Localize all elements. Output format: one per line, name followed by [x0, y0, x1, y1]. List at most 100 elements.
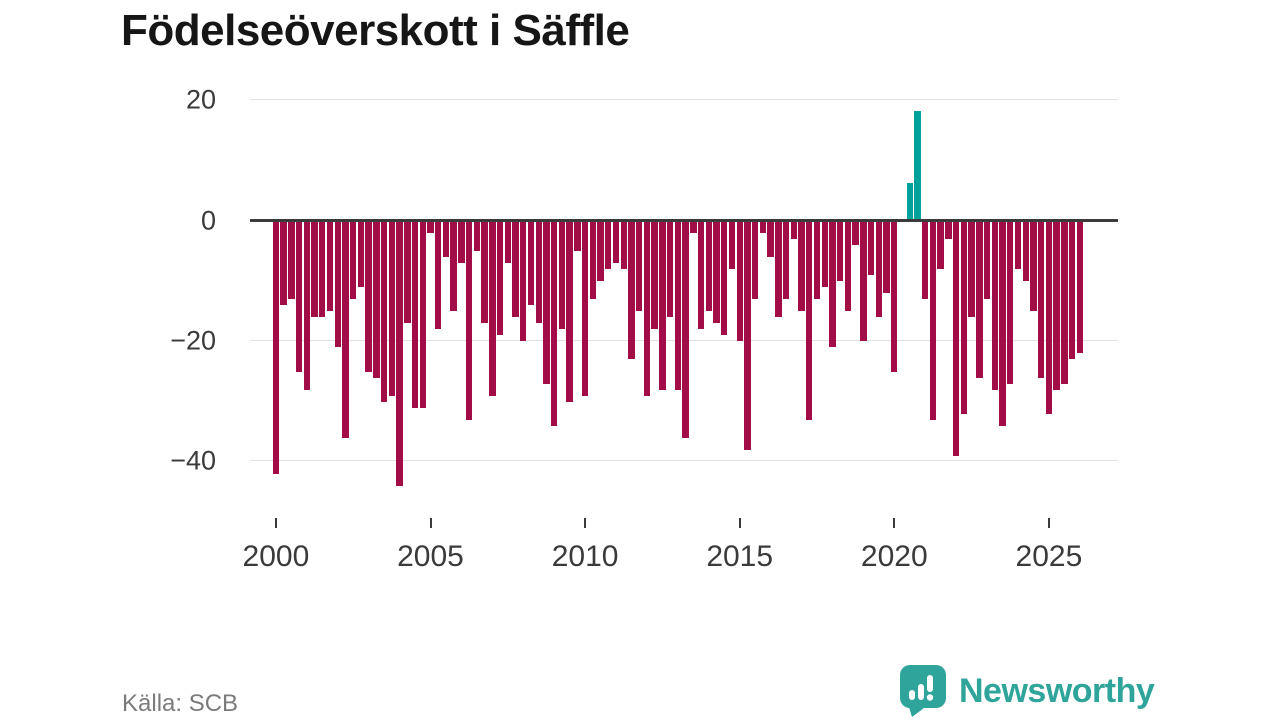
zero-baseline [250, 218, 1118, 222]
bar [906, 183, 913, 220]
bar [1045, 221, 1053, 414]
bar [690, 221, 697, 234]
bar [612, 221, 620, 264]
gridline [250, 99, 1118, 101]
bar [697, 221, 705, 330]
x-tick-label: 2015 [706, 540, 774, 573]
bar [380, 221, 388, 402]
bar [782, 221, 790, 300]
bar [790, 221, 797, 240]
bar [643, 221, 651, 396]
bar [373, 221, 380, 378]
bar [319, 221, 326, 318]
x-tick-mark [738, 518, 741, 528]
bar [334, 221, 341, 348]
bar [705, 221, 712, 312]
bar [450, 221, 457, 312]
bar [798, 221, 805, 312]
bar [991, 221, 998, 390]
bar [419, 221, 426, 408]
bar [357, 221, 365, 288]
bar [496, 221, 504, 336]
bar [535, 221, 542, 324]
bar [427, 221, 434, 234]
bar [836, 221, 844, 282]
bar [1037, 221, 1045, 378]
bar [481, 221, 488, 324]
bar [550, 221, 558, 426]
bar [999, 221, 1006, 426]
bar [543, 221, 550, 384]
bar [628, 221, 635, 360]
bar [404, 221, 411, 324]
bar [295, 221, 303, 372]
bar [527, 221, 535, 306]
bar [983, 221, 991, 300]
bar [473, 221, 481, 252]
y-tick-label: −40 [170, 445, 216, 476]
bar [875, 221, 883, 318]
y-tick-label: −20 [170, 325, 216, 356]
bar [1022, 221, 1029, 282]
bar [666, 221, 674, 318]
bar [636, 221, 643, 312]
bar [929, 221, 937, 420]
bar [713, 221, 720, 324]
bar [1061, 221, 1068, 384]
bar [465, 221, 473, 420]
y-tick-label: 20 [185, 84, 216, 115]
bar [821, 221, 828, 288]
bar [736, 221, 743, 342]
bar [922, 221, 929, 300]
bar [280, 221, 287, 306]
bar [860, 221, 867, 342]
bar [489, 221, 496, 396]
x-tick-mark [1047, 518, 1050, 528]
bar [759, 221, 767, 234]
bar [1014, 221, 1022, 270]
bar [504, 221, 511, 264]
bar [682, 221, 689, 438]
bar-chart-speech-bubble-icon [899, 664, 947, 718]
x-tick-mark [584, 518, 587, 528]
bar [512, 221, 519, 318]
bar [674, 221, 682, 390]
bar [458, 221, 465, 264]
bar [365, 221, 372, 372]
bar [728, 221, 736, 270]
bar [597, 221, 604, 282]
bar [520, 221, 527, 342]
bar [806, 221, 813, 420]
bar [581, 221, 589, 396]
bar [605, 221, 612, 270]
bar [867, 221, 875, 276]
bar [326, 221, 334, 312]
x-tick-label: 2025 [1015, 540, 1083, 573]
bar [388, 221, 396, 396]
bar [883, 221, 890, 294]
bar [1030, 221, 1037, 312]
bar [574, 221, 581, 252]
y-tick-label: 0 [200, 205, 216, 235]
plot-area [250, 90, 1118, 490]
bar [721, 221, 728, 336]
x-tick-mark [274, 518, 277, 528]
x-tick-label: 2010 [551, 540, 619, 573]
bar [1007, 221, 1014, 384]
bar [411, 221, 419, 408]
bar [442, 221, 450, 258]
bar [813, 221, 821, 300]
bar [659, 221, 666, 390]
bar [751, 221, 759, 300]
bar [342, 221, 349, 438]
bar [767, 221, 774, 258]
bar [589, 221, 597, 300]
bar [844, 221, 852, 312]
bar [1076, 221, 1083, 354]
logo-text: Newsworthy [959, 671, 1155, 710]
bar [952, 221, 960, 456]
bar [651, 221, 658, 330]
x-tick-label: 2005 [397, 540, 464, 573]
newsworthy-logo: Newsworthy [899, 664, 1155, 718]
